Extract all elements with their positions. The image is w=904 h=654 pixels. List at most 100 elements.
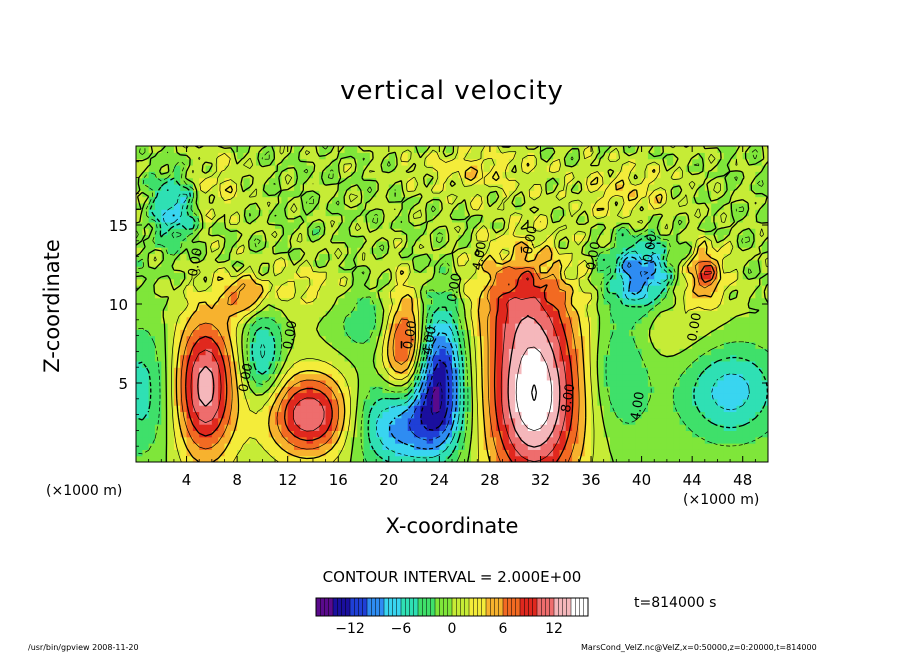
heatmap-cell (578, 436, 586, 444)
heatmap-cell (338, 221, 346, 229)
heatmap-cell (426, 183, 434, 191)
heatmap-cell (154, 285, 162, 292)
heatmap-cell (673, 215, 681, 223)
heatmap-cell (256, 259, 263, 267)
heatmap-cell (433, 240, 440, 248)
heatmap-cell (553, 266, 561, 273)
heatmap-cell (237, 341, 245, 349)
heatmap-cell (142, 253, 150, 261)
heatmap-cell (224, 367, 232, 375)
heatmap-cell (306, 354, 314, 362)
heatmap-cell (679, 310, 687, 318)
heatmap-cell (628, 341, 636, 349)
heatmap-cell (401, 259, 409, 267)
heatmap-cell (572, 285, 579, 292)
heatmap-cell (616, 405, 624, 413)
heatmap-cell (287, 424, 295, 431)
heatmap-cell (464, 367, 472, 375)
heatmap-cell (148, 272, 156, 280)
heatmap-cell (483, 183, 491, 191)
heatmap-cell (673, 449, 681, 457)
heatmap-cell (224, 430, 232, 438)
heatmap-cell (388, 164, 396, 172)
heatmap-cell (597, 348, 605, 356)
heatmap-cell (553, 291, 561, 299)
heatmap-cell (414, 158, 421, 166)
heatmap-cell (660, 329, 668, 337)
heatmap-cell (338, 171, 346, 179)
heatmap-cell (452, 221, 459, 229)
heatmap-cell (319, 310, 327, 318)
heatmap-cell (565, 297, 573, 305)
heatmap-cell (749, 354, 756, 362)
heatmap-cell (723, 360, 731, 368)
heatmap-cell (711, 341, 719, 349)
heatmap-cell (641, 379, 649, 387)
heatmap-cell (357, 196, 365, 204)
heatmap-cell (761, 158, 768, 166)
heatmap-cell (458, 316, 466, 324)
heatmap-cell (660, 341, 668, 349)
heatmap-cell (312, 354, 320, 362)
heatmap-cell (698, 335, 706, 343)
heatmap-cell (306, 291, 314, 299)
heatmap-cell (698, 379, 706, 387)
heatmap-cell (666, 190, 674, 198)
heatmap-cell (161, 316, 169, 324)
heatmap-cell (622, 152, 630, 160)
heatmap-cell (395, 259, 403, 267)
heatmap-cell (294, 449, 301, 457)
heatmap-cell (679, 455, 687, 462)
heatmap-cell (148, 455, 156, 462)
heatmap-cell (154, 386, 162, 394)
heatmap-cell (553, 215, 561, 223)
heatmap-cell (622, 240, 630, 248)
heatmap-cell (325, 158, 333, 166)
heatmap-cell (698, 158, 706, 166)
heatmap-cell (635, 310, 643, 318)
heatmap-cell (685, 386, 693, 394)
heatmap-cell (603, 443, 611, 450)
heatmap-cell (350, 171, 358, 179)
heatmap-cell (477, 190, 485, 198)
heatmap-cell (723, 209, 731, 217)
heatmap-cell (534, 291, 542, 299)
heatmap-cell (249, 278, 257, 286)
heatmap-cell (521, 272, 529, 280)
heatmap-cell (666, 354, 674, 362)
heatmap-cell (591, 329, 598, 337)
heatmap-cell (350, 443, 358, 450)
heatmap-cell (401, 417, 409, 425)
heatmap-cell (597, 272, 605, 280)
heatmap-cell (749, 215, 756, 223)
heatmap-cell (502, 278, 510, 286)
heatmap-cell (338, 310, 346, 318)
heatmap-cell (508, 436, 516, 444)
heatmap-cell (749, 304, 756, 311)
heatmap-cell (376, 417, 384, 425)
heatmap-cell (142, 398, 150, 406)
heatmap-cell (489, 348, 497, 356)
heatmap-cell (610, 146, 617, 153)
heatmap-cell (275, 177, 282, 185)
heatmap-cell (218, 335, 226, 343)
heatmap-cell (603, 341, 611, 349)
heatmap-cell (616, 228, 624, 236)
heatmap-cell (439, 430, 447, 438)
heatmap-cell (205, 335, 213, 343)
heatmap-cell (357, 436, 365, 444)
heatmap-cell (540, 215, 548, 223)
heatmap-cell (388, 215, 396, 223)
heatmap-cell (306, 196, 314, 204)
heatmap-cell (597, 291, 605, 299)
heatmap-cell (489, 190, 497, 198)
heatmap-cell (470, 430, 478, 438)
heatmap-cell (616, 392, 624, 400)
heatmap-cell (319, 240, 327, 248)
heatmap-cell (325, 259, 333, 267)
heatmap-cell (388, 341, 396, 349)
heatmap-cell (685, 164, 693, 172)
heatmap-cell (256, 171, 263, 179)
heatmap-cell (616, 234, 624, 242)
heatmap-cell (211, 310, 219, 318)
